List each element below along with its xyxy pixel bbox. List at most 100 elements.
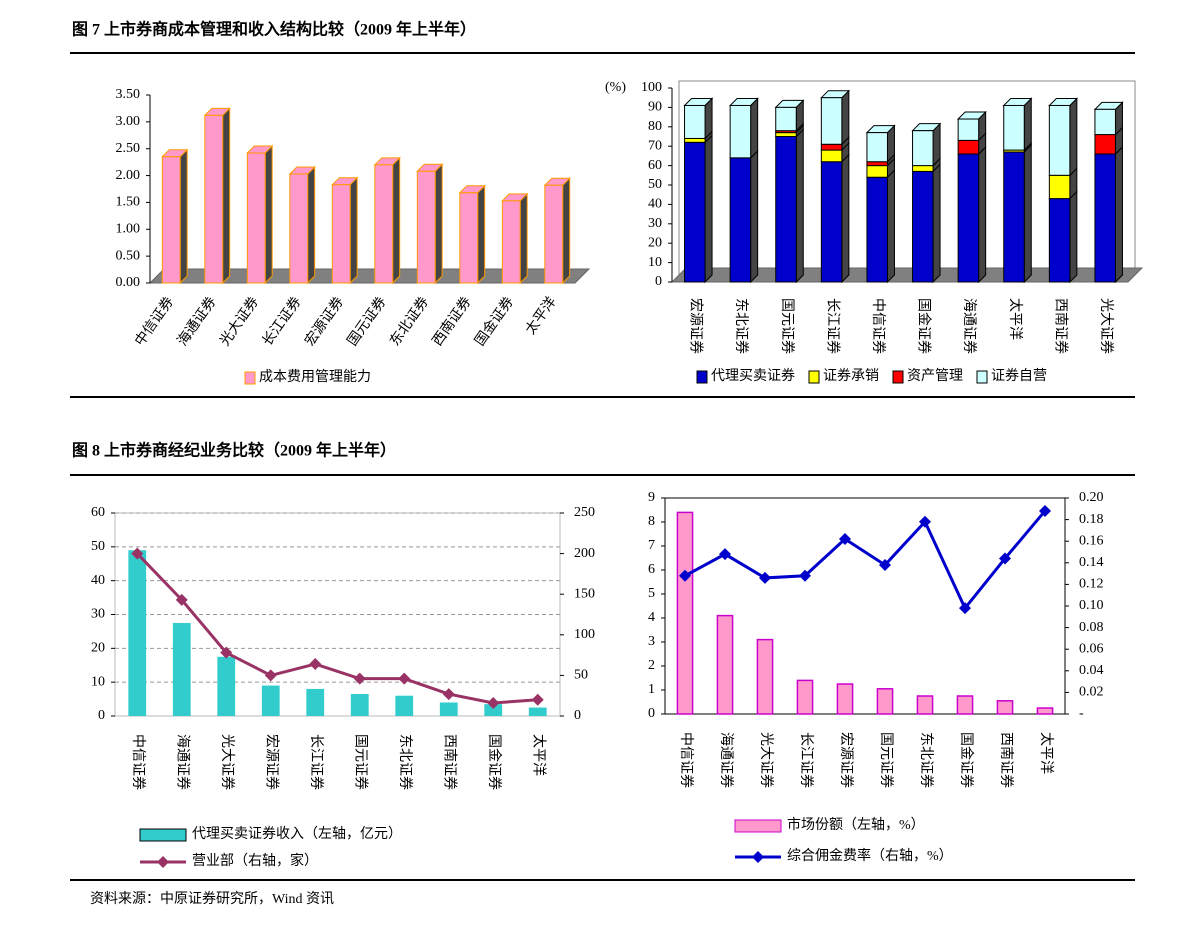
legend-label: 代理买卖证券收入（左轴，亿元） xyxy=(192,826,402,842)
bar xyxy=(128,550,147,716)
marker xyxy=(1039,504,1051,517)
bar xyxy=(374,164,394,284)
x-tick-label: 国元证券 xyxy=(779,298,795,354)
marker xyxy=(442,688,455,701)
marker xyxy=(487,697,500,710)
legend-label: 成本费用管理能力 xyxy=(259,369,371,385)
y2-tick-label: 0.14 xyxy=(1079,555,1104,570)
bar xyxy=(306,688,325,716)
y-tick-label: 20 xyxy=(91,641,105,656)
legend-swatch xyxy=(976,370,988,384)
y-tick-label: 9 xyxy=(648,490,655,505)
bar xyxy=(289,173,309,284)
bar xyxy=(912,165,934,172)
y-axis-label: (%) xyxy=(605,80,626,95)
marker xyxy=(353,672,366,685)
legend-swatch xyxy=(734,819,782,833)
bar xyxy=(820,149,843,163)
y2-tick-label: 0.12 xyxy=(1079,577,1104,592)
legend-swatch xyxy=(808,370,820,384)
marker xyxy=(309,658,322,671)
bar xyxy=(331,184,351,284)
bar-side xyxy=(1069,97,1078,177)
marker xyxy=(175,593,188,606)
y2-tick-label: 0.02 xyxy=(1079,685,1104,700)
bar xyxy=(1048,174,1071,200)
y-tick-label: 0.00 xyxy=(116,275,141,290)
y-tick-label: 80 xyxy=(648,119,662,134)
y2-tick-label: 0.04 xyxy=(1079,663,1104,678)
y-tick-label: 90 xyxy=(648,100,662,115)
bar-side xyxy=(264,144,273,285)
marker xyxy=(839,533,851,546)
y-tick-label: 2.50 xyxy=(116,141,141,156)
y2-tick-label: 0.08 xyxy=(1079,620,1104,635)
bar xyxy=(204,114,224,284)
x-tick-label: 光大证券 xyxy=(219,734,235,790)
x-tick-label: 西南证券 xyxy=(1052,298,1068,354)
bar xyxy=(544,184,564,284)
x-tick-label: 国金证券 xyxy=(958,732,974,788)
bar-side xyxy=(349,176,358,285)
y-tick-label: 30 xyxy=(91,607,105,622)
legend-swatch xyxy=(244,371,256,385)
x-tick-label: 国金证券 xyxy=(472,294,517,349)
x-tick-label: 宏源证券 xyxy=(302,294,347,349)
y-tick-label: 60 xyxy=(648,158,662,173)
bar-side xyxy=(562,177,571,285)
marker xyxy=(679,569,691,582)
y-tick-label: 10 xyxy=(648,255,662,270)
y-tick-label: 10 xyxy=(91,674,105,689)
bar xyxy=(729,157,752,283)
bar-side xyxy=(978,145,987,284)
marker xyxy=(719,548,731,561)
y-tick-label: 0 xyxy=(655,274,662,289)
x-tick-label: 长江证券 xyxy=(308,734,324,790)
bar xyxy=(916,695,934,715)
x-tick-label: 国元证券 xyxy=(353,734,369,790)
y2-tick-label: 0.06 xyxy=(1079,641,1104,656)
bar xyxy=(172,622,191,716)
bar xyxy=(957,118,980,141)
bar xyxy=(684,137,706,143)
line xyxy=(684,509,1047,611)
bar xyxy=(684,141,706,283)
legend-label: 代理买卖证券 xyxy=(711,368,795,384)
legend-label: 综合佣金费率（右轴，%） xyxy=(787,847,953,864)
bar-side xyxy=(1023,97,1032,152)
bar-side xyxy=(750,149,759,284)
bar xyxy=(756,638,774,715)
legend-swatch xyxy=(139,828,187,842)
bar-side xyxy=(841,153,850,284)
source: 资料来源：中原证券研究所，Wind 资讯 xyxy=(90,891,334,907)
y-tick-label: 8 xyxy=(648,514,655,529)
bar xyxy=(912,170,934,283)
x-tick-label: 光大证券 xyxy=(758,732,774,788)
bar xyxy=(796,679,814,715)
x-tick-label: 宏源证券 xyxy=(838,732,854,788)
y-tick-label: 40 xyxy=(91,573,105,588)
bar xyxy=(161,156,181,284)
bar xyxy=(836,683,854,715)
bar-side xyxy=(886,169,895,284)
bar xyxy=(729,104,752,159)
y2-tick-label: 200 xyxy=(574,546,595,561)
x-tick-label: 中信证券 xyxy=(130,734,146,790)
bar xyxy=(1094,108,1116,136)
x-tick-label: 光大证券 xyxy=(217,294,262,349)
bar xyxy=(716,614,734,715)
bar-side xyxy=(519,192,528,285)
y2-tick-label: 250 xyxy=(574,505,595,520)
bar-side xyxy=(477,184,486,285)
x-tick-label: 海通证券 xyxy=(175,734,191,790)
bar xyxy=(820,97,843,145)
bar xyxy=(684,104,706,139)
x-tick-label: 西南证券 xyxy=(998,732,1014,788)
y-tick-label: 3.00 xyxy=(116,114,141,129)
bar xyxy=(439,702,458,716)
x-tick-label: 中信证券 xyxy=(870,298,886,354)
legend-swatch xyxy=(696,370,708,384)
y-tick-label: 1.00 xyxy=(116,222,141,237)
y2-tick-label: - xyxy=(1079,706,1084,721)
